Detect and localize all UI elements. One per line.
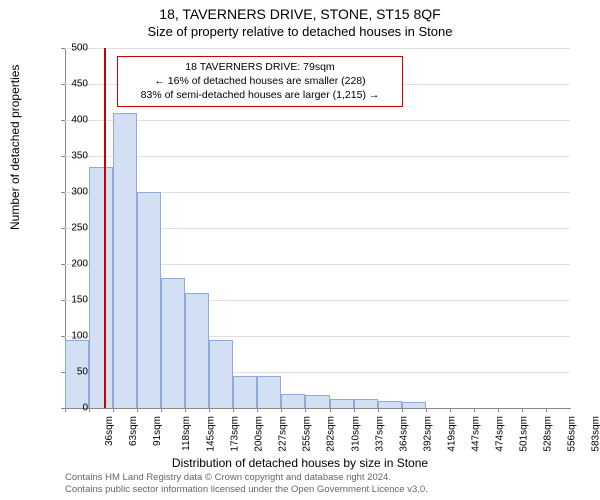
- y-tick-label: 0: [58, 403, 88, 414]
- histogram-bar: [257, 376, 281, 408]
- x-tick-mark: [233, 408, 234, 412]
- y-tick-label: 400: [58, 115, 88, 126]
- y-tick-label: 50: [58, 367, 88, 378]
- x-tick-label: 310sqm: [350, 416, 361, 452]
- x-tick-label: 36sqm: [104, 416, 115, 446]
- title-sub: Size of property relative to detached ho…: [0, 22, 600, 39]
- histogram-bar: [402, 402, 426, 408]
- x-tick-label: 474sqm: [494, 416, 505, 452]
- x-tick-label: 364sqm: [398, 416, 409, 452]
- x-tick-label: 91sqm: [152, 416, 163, 446]
- histogram-bar: [330, 399, 354, 408]
- x-tick-label: 227sqm: [278, 416, 289, 452]
- x-tick-label: 556sqm: [567, 416, 578, 452]
- y-tick-label: 450: [58, 79, 88, 90]
- x-tick-label: 447sqm: [470, 416, 481, 452]
- x-tick-mark: [402, 408, 403, 412]
- y-axis-label: Number of detached properties: [8, 65, 22, 230]
- x-tick-mark: [185, 408, 186, 412]
- x-tick-label: 583sqm: [591, 416, 600, 452]
- x-tick-mark: [137, 408, 138, 412]
- x-tick-mark: [378, 408, 379, 412]
- x-tick-label: 419sqm: [446, 416, 457, 452]
- plot-area: 36sqm63sqm91sqm118sqm145sqm173sqm200sqm2…: [65, 48, 570, 408]
- credits-line2: Contains public sector information licen…: [65, 484, 428, 496]
- x-tick-label: 255sqm: [302, 416, 313, 452]
- annotation-line1: 18 TAVERNERS DRIVE: 79sqm: [124, 60, 396, 74]
- histogram-bar: [89, 167, 113, 408]
- y-tick-label: 200: [58, 259, 88, 270]
- y-tick-label: 300: [58, 187, 88, 198]
- y-tick-label: 150: [58, 295, 88, 306]
- histogram-bar: [185, 293, 209, 408]
- x-tick-mark: [330, 408, 331, 412]
- x-tick-mark: [522, 408, 523, 412]
- x-tick-label: 528sqm: [542, 416, 553, 452]
- histogram-bar: [354, 399, 378, 408]
- x-axis-label: Distribution of detached houses by size …: [0, 456, 600, 470]
- histogram-bar: [305, 395, 329, 408]
- x-tick-mark: [426, 408, 427, 412]
- reference-line: [104, 48, 106, 408]
- y-tick-label: 500: [58, 43, 88, 54]
- title-main: 18, TAVERNERS DRIVE, STONE, ST15 8QF: [0, 0, 600, 22]
- histogram-bar: [209, 340, 233, 408]
- x-tick-mark: [113, 408, 114, 412]
- x-tick-label: 282sqm: [326, 416, 337, 452]
- x-tick-label: 118sqm: [181, 416, 192, 451]
- annotation-line3: 83% of semi-detached houses are larger (…: [124, 88, 396, 102]
- x-tick-mark: [209, 408, 210, 412]
- x-tick-label: 173sqm: [230, 416, 241, 452]
- annotation-box: 18 TAVERNERS DRIVE: 79sqm← 16% of detach…: [117, 56, 403, 107]
- annotation-line2: ← 16% of detached houses are smaller (22…: [124, 74, 396, 88]
- credits-line1: Contains HM Land Registry data © Crown c…: [65, 472, 428, 484]
- grid-line: [65, 120, 570, 121]
- histogram-bar: [137, 192, 161, 408]
- x-tick-mark: [546, 408, 547, 412]
- histogram-bar: [281, 394, 305, 408]
- grid-line: [65, 48, 570, 49]
- histogram-bar: [113, 113, 137, 408]
- y-tick-label: 350: [58, 151, 88, 162]
- x-tick-mark: [498, 408, 499, 412]
- x-tick-mark: [474, 408, 475, 412]
- histogram-bar: [233, 376, 257, 408]
- histogram-bar: [161, 278, 185, 408]
- x-tick-mark: [450, 408, 451, 412]
- x-tick-label: 200sqm: [254, 416, 265, 452]
- y-tick-label: 250: [58, 223, 88, 234]
- x-tick-mark: [89, 408, 90, 412]
- x-tick-mark: [281, 408, 282, 412]
- x-tick-label: 392sqm: [422, 416, 433, 452]
- histogram-bar: [378, 401, 402, 408]
- credits: Contains HM Land Registry data © Crown c…: [65, 472, 428, 496]
- chart-container: 18, TAVERNERS DRIVE, STONE, ST15 8QF Siz…: [0, 0, 600, 500]
- x-tick-label: 145sqm: [206, 416, 217, 452]
- x-tick-mark: [257, 408, 258, 412]
- x-tick-mark: [161, 408, 162, 412]
- x-tick-mark: [354, 408, 355, 412]
- x-tick-mark: [305, 408, 306, 412]
- x-tick-label: 501sqm: [518, 416, 529, 452]
- grid-line: [65, 156, 570, 157]
- x-tick-label: 63sqm: [128, 416, 139, 446]
- y-tick-label: 100: [58, 331, 88, 342]
- x-tick-label: 337sqm: [374, 416, 385, 452]
